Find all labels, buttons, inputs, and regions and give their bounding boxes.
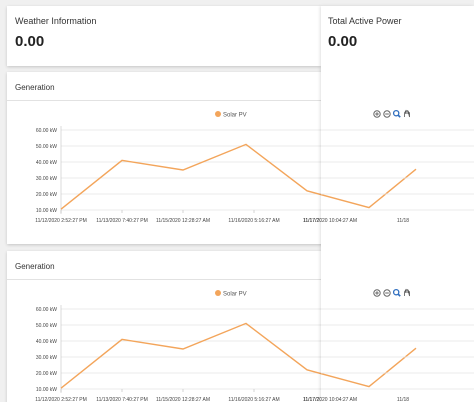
generation-panel-title: Generation — [15, 262, 55, 271]
magnify-icon[interactable] — [392, 288, 401, 297]
total-active-power-card: Total Active Power 0.00 — [321, 6, 474, 402]
total-active-power-value: 0.00 — [328, 33, 358, 50]
weather-information-card: Weather Information 0.00 — [7, 6, 321, 66]
magnify-icon-handle — [397, 114, 401, 118]
pan-hand-icon-shape — [404, 109, 410, 118]
zoom-out-icon-ring — [383, 110, 391, 118]
magnify-icon-handle — [397, 293, 401, 297]
generation-panel-divider — [7, 279, 469, 280]
pan-hand-icon[interactable] — [404, 288, 410, 297]
weather-information-title: Weather Information — [15, 16, 97, 26]
zoom-in-icon-ring — [373, 110, 381, 118]
pan-hand-icon-shape — [404, 288, 410, 297]
weather-information-value: 0.00 — [15, 33, 45, 50]
generation-panel-title: Generation — [15, 83, 55, 92]
zoom-in-icon[interactable] — [373, 110, 381, 118]
zoom-out-icon[interactable] — [383, 289, 391, 297]
generation-panel-divider — [7, 100, 469, 101]
pan-hand-icon[interactable] — [404, 109, 410, 118]
zoom-in-icon-ring — [373, 289, 381, 297]
zoom-in-icon[interactable] — [373, 289, 381, 297]
magnify-icon-ring — [392, 288, 400, 296]
total-active-power-title: Total Active Power — [328, 16, 402, 26]
magnify-icon-ring — [392, 109, 400, 117]
zoom-out-icon-ring — [383, 289, 391, 297]
zoom-out-icon[interactable] — [383, 110, 391, 118]
magnify-icon[interactable] — [392, 109, 401, 118]
